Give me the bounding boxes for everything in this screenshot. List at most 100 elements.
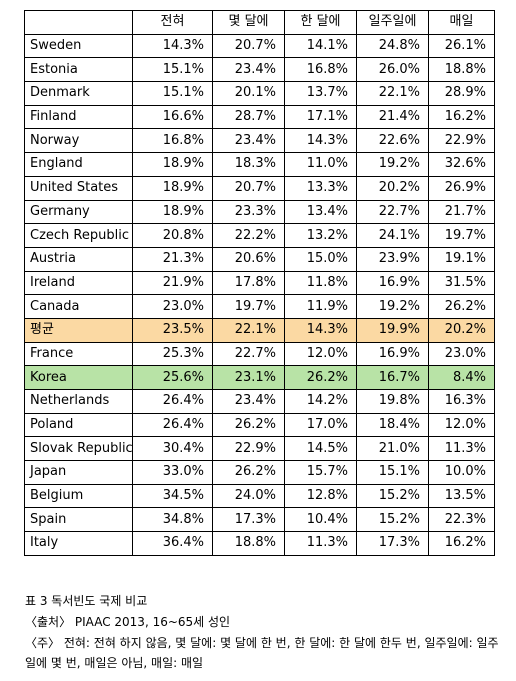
value-cell: 25.3% (132, 341, 213, 367)
value-cell: 16.7% (356, 365, 429, 390)
value-cell: 30.4% (132, 436, 213, 462)
table-row: Austria 21.3% 20.6% 15.0% 23.9% 19.1% (24, 246, 495, 272)
value-cell: 19.7% (428, 223, 495, 248)
value-cell: 19.7% (212, 294, 285, 319)
value-cell: 23.4% (212, 128, 285, 154)
table-row: France 25.3% 22.7% 12.0% 16.9% 23.0% (24, 341, 495, 367)
value-cell: 16.8% (132, 128, 213, 154)
table-row: 평균 23.5% 22.1% 14.3% 19.9% 20.2% (24, 317, 495, 343)
value-cell: 22.1% (212, 317, 285, 343)
value-cell: 23.3% (212, 199, 285, 225)
country-cell: Korea (24, 365, 133, 390)
country-cell: Netherlands (24, 389, 133, 414)
value-cell: 11.9% (284, 294, 357, 319)
value-cell: 14.3% (284, 317, 357, 343)
value-cell: 16.9% (356, 341, 429, 367)
value-cell: 17.3% (356, 531, 429, 556)
value-cell: 13.7% (284, 81, 357, 106)
table-row: Netherlands 26.4% 23.4% 14.2% 19.8% 16.3% (24, 389, 495, 414)
country-cell: Norway (24, 128, 133, 154)
value-cell: 26.4% (132, 389, 213, 414)
value-cell: 26.0% (356, 57, 429, 83)
value-cell: 15.1% (356, 460, 429, 485)
value-cell: 11.0% (284, 152, 357, 177)
value-cell: 28.7% (212, 104, 285, 130)
country-cell: Japan (24, 460, 133, 485)
table-caption: 표 3 독서빈도 국제 비교 (25, 594, 148, 608)
country-cell: Estonia (24, 57, 133, 83)
country-cell: Italy (24, 531, 133, 556)
value-cell: 19.9% (356, 317, 429, 343)
value-cell: 26.2% (212, 412, 285, 438)
value-cell: 23.1% (212, 365, 285, 390)
table-row: Denmark 15.1% 20.1% 13.7% 22.1% 28.9% (24, 81, 495, 106)
footnote-line-1: 〈주〉 전혀: 전혀 하지 않음, 몇 달에: 몇 달에 한 번, 한 달에: … (25, 636, 499, 650)
value-cell: 18.8% (212, 531, 285, 556)
value-cell: 23.4% (212, 57, 285, 83)
country-cell: Canada (24, 294, 133, 319)
value-cell: 25.6% (132, 365, 213, 390)
value-cell: 15.1% (132, 81, 213, 106)
country-cell: Ireland (24, 270, 133, 296)
reading-frequency-table: 전혀 몇 달에 한 달에 일주일에 매일 Sweden 14.3% 20.7% 14.… (24, 10, 495, 556)
value-cell: 13.2% (284, 223, 357, 248)
table-row: Poland 26.4% 26.2% 17.0% 18.4% 12.0% (24, 412, 495, 438)
value-cell: 13.4% (284, 199, 357, 225)
value-cell: 10.0% (428, 460, 495, 485)
country-cell: Poland (24, 412, 133, 438)
value-cell: 26.2% (212, 460, 285, 485)
value-cell: 19.2% (356, 152, 429, 177)
table-row: Slovak Republic 30.4% 22.9% 14.5% 21.0% 11.3% (24, 436, 495, 462)
value-cell: 15.2% (356, 483, 429, 509)
table-row: Spain 34.8% 17.3% 10.4% 15.2% 22.3% (24, 507, 495, 533)
header-never: 전혀 (132, 10, 213, 35)
header-daily: 매일 (428, 10, 495, 35)
value-cell: 34.8% (132, 507, 213, 533)
value-cell: 31.5% (428, 270, 495, 296)
value-cell: 26.1% (428, 33, 495, 59)
value-cell: 10.4% (284, 507, 357, 533)
value-cell: 16.2% (428, 531, 495, 556)
value-cell: 16.3% (428, 389, 495, 414)
value-cell: 26.9% (428, 175, 495, 201)
value-cell: 14.5% (284, 436, 357, 462)
value-cell: 13.3% (284, 175, 357, 201)
value-cell: 14.3% (284, 128, 357, 154)
header-weekly: 일주일에 (356, 10, 429, 35)
value-cell: 17.8% (212, 270, 285, 296)
value-cell: 16.8% (284, 57, 357, 83)
value-cell: 15.1% (132, 57, 213, 83)
value-cell: 20.1% (212, 81, 285, 106)
value-cell: 21.4% (356, 104, 429, 130)
value-cell: 15.2% (356, 507, 429, 533)
value-cell: 17.3% (212, 507, 285, 533)
value-cell: 18.4% (356, 412, 429, 438)
country-cell: Czech Republic (24, 223, 133, 248)
value-cell: 19.1% (428, 246, 495, 272)
header-few-months: 몇 달에 (212, 10, 285, 35)
value-cell: 24.8% (356, 33, 429, 59)
value-cell: 20.8% (132, 223, 213, 248)
country-cell: Sweden (24, 33, 133, 59)
country-cell: Germany (24, 199, 133, 225)
value-cell: 21.7% (428, 199, 495, 225)
country-cell: Austria (24, 246, 133, 272)
country-cell: England (24, 152, 133, 177)
country-cell: Spain (24, 507, 133, 533)
value-cell: 18.9% (132, 175, 213, 201)
value-cell: 23.9% (356, 246, 429, 272)
value-cell: 26.2% (428, 294, 495, 319)
value-cell: 20.7% (212, 175, 285, 201)
header-country (24, 10, 133, 35)
value-cell: 21.9% (132, 270, 213, 296)
value-cell: 22.7% (212, 341, 285, 367)
table-row: Korea 25.6% 23.1% 26.2% 16.7% 8.4% (24, 365, 495, 390)
value-cell: 16.9% (356, 270, 429, 296)
table-row: Finland 16.6% 28.7% 17.1% 21.4% 16.2% (24, 104, 495, 130)
value-cell: 17.1% (284, 104, 357, 130)
source-note: 〈출처〉 PIAAC 2013, 16~65세 성인 (25, 615, 231, 629)
value-cell: 15.0% (284, 246, 357, 272)
value-cell: 22.9% (212, 436, 285, 462)
table-row: United States 18.9% 20.7% 13.3% 20.2% 26.9% (24, 175, 495, 201)
